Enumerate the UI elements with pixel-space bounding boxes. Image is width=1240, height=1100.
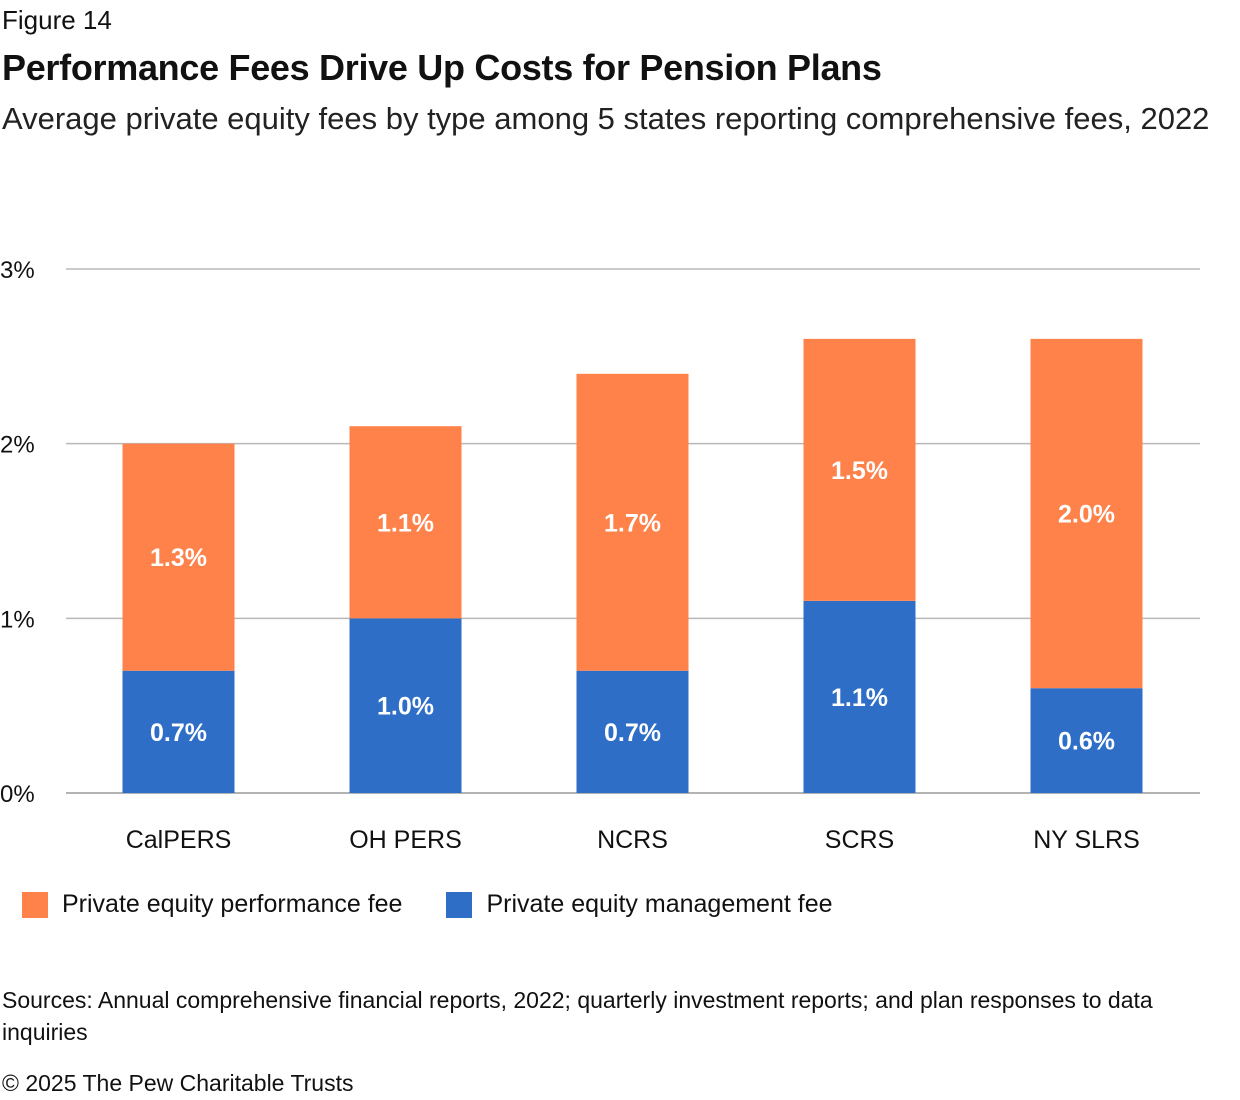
x-tick-label: NCRS [597,826,668,854]
x-tick-label: SCRS [825,826,894,854]
y-tick-label: 1% [0,606,35,633]
legend-item-management-fee: Private equity management fee [446,890,833,919]
legend-swatch-management-fee [446,891,473,918]
x-tick-label: CalPERS [126,826,232,854]
bar-segment-management [576,670,689,793]
data-label: 1.7% [604,509,661,537]
bar-segment-performance [1030,338,1143,689]
bar-segment-performance [576,373,689,671]
bar-segment-performance [122,443,235,671]
chart-subtitle: Average private equity fees by type amon… [2,101,1210,136]
figure-label: Figure 14 [2,5,112,35]
bar-segment-management [349,618,462,793]
data-label: 1.1% [831,684,888,712]
x-tick-label: NY SLRS [1033,826,1140,854]
sources-note: Sources: Annual comprehensive financial … [2,987,1153,1045]
y-tick-label: 3% [0,257,35,284]
data-label: 0.7% [604,719,661,747]
data-label: 2.0% [1058,501,1115,529]
y-tick-label: 0% [0,781,35,808]
copyright: © 2025 The Pew Charitable Trusts [2,1070,354,1096]
legend-label-performance-fee: Private equity performance fee [62,890,403,918]
legend-item-performance-fee: Private equity performance fee [22,890,402,919]
data-label: 1.0% [377,693,434,721]
legend: Private equity performance fee Private e… [22,890,877,919]
data-label: 0.7% [150,719,207,747]
bar-segment-performance [349,426,462,619]
bar-segment-management [1030,688,1143,793]
x-tick-label: OH PERS [349,826,462,854]
data-label: 1.5% [831,457,888,485]
bar-segment-management [122,670,235,793]
data-label: 1.3% [150,544,207,572]
bar-segment-management [803,600,916,793]
chart-title: Performance Fees Drive Up Costs for Pens… [2,47,882,88]
data-label: 0.6% [1058,728,1115,756]
y-tick-label: 2% [0,432,35,459]
stacked-bar-chart: 0% 1% 2% 3% 0.7% 1.3% CalPERS 1.0% 1.1% OH PERS 0.… [0,257,1200,854]
bar-segment-performance [803,338,916,601]
legend-swatch-performance-fee [22,891,48,918]
data-label: 1.1% [377,509,434,537]
legend-label-management-fee: Private equity management fee [486,890,833,918]
